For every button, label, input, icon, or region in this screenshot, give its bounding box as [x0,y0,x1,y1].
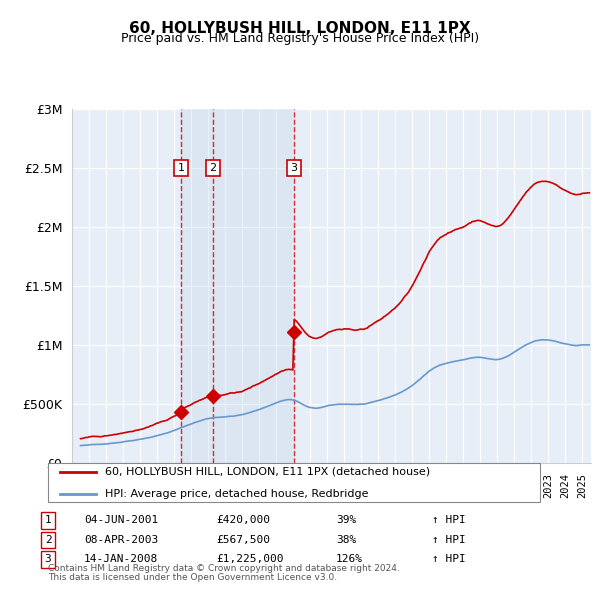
Text: 60, HOLLYBUSH HILL, LONDON, E11 1PX (detached house): 60, HOLLYBUSH HILL, LONDON, E11 1PX (det… [105,467,430,477]
Text: ↑ HPI: ↑ HPI [432,555,466,564]
Text: 1: 1 [44,516,52,525]
Text: 126%: 126% [336,555,363,564]
Text: Contains HM Land Registry data © Crown copyright and database right 2024.: Contains HM Land Registry data © Crown c… [48,565,400,573]
Text: 3: 3 [290,163,298,173]
Text: 3: 3 [44,555,52,564]
Text: 60, HOLLYBUSH HILL, LONDON, E11 1PX: 60, HOLLYBUSH HILL, LONDON, E11 1PX [129,21,471,35]
Text: ↑ HPI: ↑ HPI [432,516,466,525]
Text: 1: 1 [178,163,185,173]
Text: £567,500: £567,500 [216,535,270,545]
Text: ↑ HPI: ↑ HPI [432,535,466,545]
Bar [181,109,294,463]
Text: 2: 2 [209,163,216,173]
Text: Price paid vs. HM Land Registry's House Price Index (HPI): Price paid vs. HM Land Registry's House … [121,32,479,45]
Text: 39%: 39% [336,516,356,525]
Text: 08-APR-2003: 08-APR-2003 [84,535,158,545]
Text: 04-JUN-2001: 04-JUN-2001 [84,516,158,525]
Text: This data is licensed under the Open Government Licence v3.0.: This data is licensed under the Open Gov… [48,573,337,582]
Text: 14-JAN-2008: 14-JAN-2008 [84,555,158,564]
Text: HPI: Average price, detached house, Redbridge: HPI: Average price, detached house, Redb… [105,489,368,499]
Text: £420,000: £420,000 [216,516,270,525]
Text: 38%: 38% [336,535,356,545]
Text: 2: 2 [44,535,52,545]
Text: £1,225,000: £1,225,000 [216,555,284,564]
